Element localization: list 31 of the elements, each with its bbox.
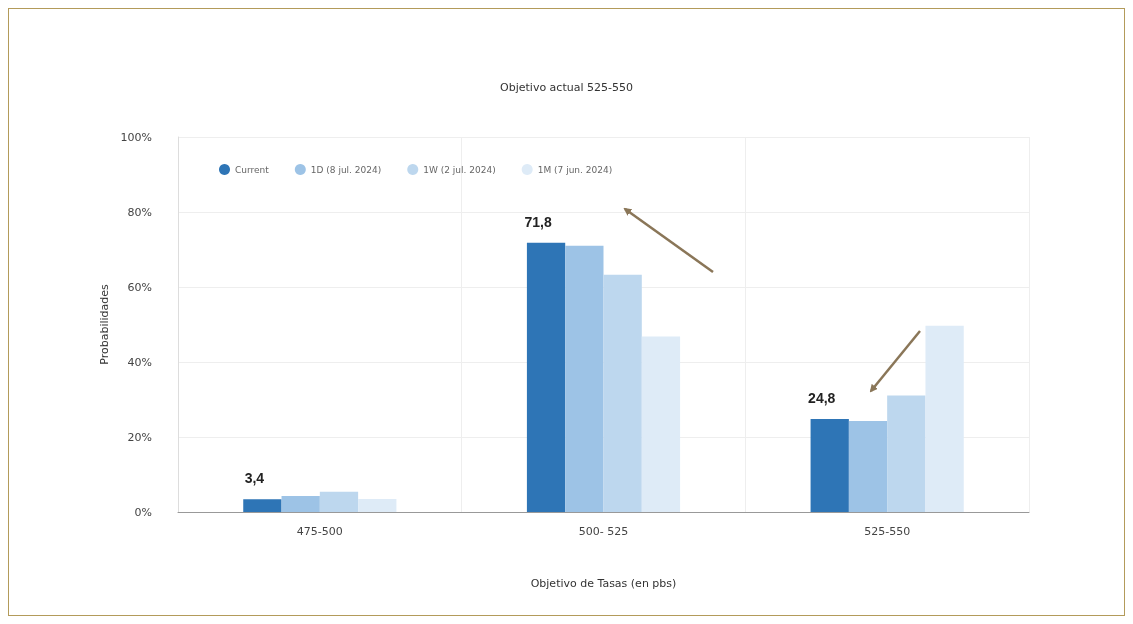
y-tick-label: 40%	[127, 355, 152, 369]
y-tick-label: 20%	[127, 430, 152, 444]
legend-label: 1M (7 jun. 2024)	[537, 164, 613, 175]
y-tick-label: 100%	[120, 130, 152, 144]
data-label: 24,8	[808, 390, 836, 406]
bar	[641, 336, 681, 512]
x-tick-label: 475-500	[296, 525, 343, 538]
y-tick-label: 0%	[134, 505, 152, 519]
bar	[810, 419, 849, 512]
x-axis-title: Objetivo de Tasas (en pbs)	[530, 577, 677, 590]
bar	[848, 420, 888, 512]
y-tick-label: 80%	[127, 205, 152, 219]
y-tick-label: 60%	[127, 280, 152, 294]
bar	[319, 491, 359, 512]
bar	[603, 274, 642, 512]
bar	[887, 395, 926, 512]
bar	[565, 245, 604, 512]
data-label: 3,4	[244, 470, 265, 487]
bar	[526, 242, 566, 512]
legend-label: 1W (2 jul. 2024)	[423, 164, 496, 175]
bar	[358, 498, 397, 512]
legend-label: 1D (8 jul. 2024)	[310, 164, 382, 175]
x-tick-label: 500- 525	[578, 525, 629, 538]
bar	[925, 325, 964, 512]
bar	[281, 495, 320, 512]
data-label: 71,8	[524, 213, 552, 230]
legend-label: Current	[235, 164, 270, 175]
y-axis-title: Probabilidades	[97, 283, 111, 365]
chart-title: Objetivo actual 525-550	[500, 81, 633, 94]
bar	[243, 499, 282, 512]
x-tick-label: 525-550	[864, 525, 911, 538]
